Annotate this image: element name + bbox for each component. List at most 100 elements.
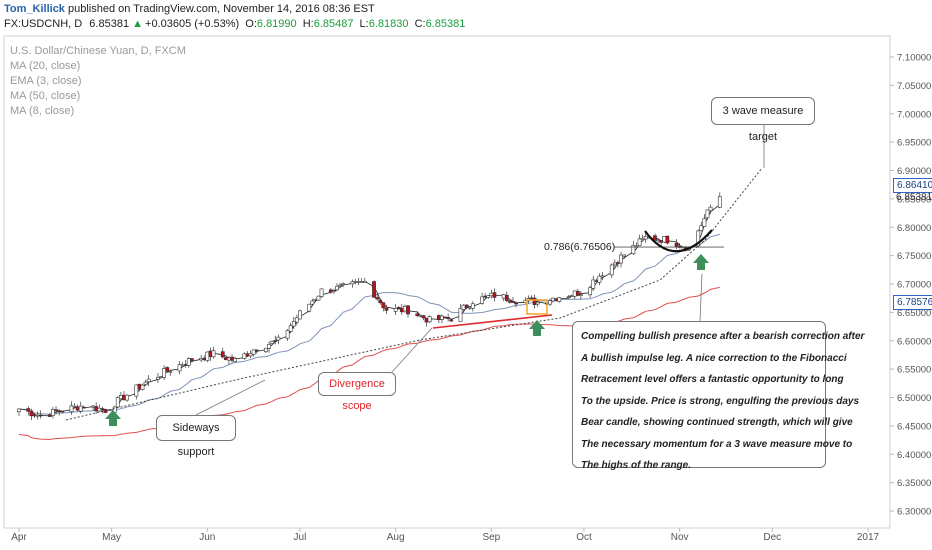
candle-body — [335, 285, 339, 291]
candle-body — [341, 283, 346, 285]
highlight-box — [526, 299, 548, 315]
candle-body — [396, 307, 401, 309]
candle-body — [137, 383, 142, 390]
candle-body — [643, 236, 648, 240]
legend-ema3[interactable]: EMA (3, close) — [10, 75, 82, 87]
candle-body — [464, 304, 469, 309]
legend-ma50[interactable]: MA (50, close) — [10, 90, 81, 102]
price-tick-label: 6.45000 — [897, 421, 931, 432]
candle-body — [125, 394, 129, 401]
up-arrow-icon — [105, 410, 121, 426]
candle-body — [242, 353, 247, 359]
rounding-bottom-arc — [644, 229, 713, 253]
candle-body — [205, 351, 210, 361]
candle-body — [483, 295, 488, 298]
quote-line: FX:USDCNH, D 6.85381 ▲ +0.03605 (+0.53%) … — [4, 18, 468, 30]
author-link[interactable]: Tom_Killick — [4, 3, 65, 15]
candle-body — [372, 281, 376, 298]
candle-body — [183, 364, 188, 366]
candle-body — [418, 314, 423, 317]
change-value: +0.03605 (+0.53%) — [145, 18, 240, 30]
price-tick-label: 6.55000 — [897, 365, 931, 376]
candle-body — [662, 236, 667, 243]
candle-body — [699, 225, 704, 231]
candle-body — [54, 409, 58, 412]
candle-body — [134, 384, 139, 397]
candle-body — [38, 414, 43, 417]
candle-body — [51, 409, 55, 416]
time-tick-label: Jun — [199, 532, 215, 543]
candle-body — [211, 350, 216, 358]
candle-body — [78, 405, 83, 412]
candle-body — [29, 410, 34, 417]
analysis-line: Compelling bullish presence after a bear… — [581, 331, 865, 342]
candle-body — [511, 301, 515, 303]
candle-body — [177, 364, 182, 372]
time-tick-label: Aug — [387, 532, 405, 543]
sideways-pointer — [195, 379, 266, 416]
time-axis: Apr May Jun Jul Aug Sep Oct Nov Dec 2017 — [11, 528, 880, 543]
price-tick-label: 6.40000 — [897, 450, 931, 461]
analysis-line: Retracement level offers a fantastic opp… — [581, 374, 844, 385]
candle-body — [532, 297, 537, 305]
candle-body — [208, 350, 213, 357]
last-price-tag: 6.85381 — [896, 192, 932, 203]
symbol-label: FX:USDCNH, D — [4, 18, 83, 30]
analysis-line: The highs of the range. — [581, 460, 692, 471]
candle-body — [640, 237, 645, 240]
legend-ma8[interactable]: MA (8, close) — [10, 105, 75, 117]
candle-body — [245, 353, 250, 357]
chart-header: Tom_Killick published on TradingView.com… — [0, 0, 932, 34]
ma-price-tag: 6.78576 — [893, 295, 932, 310]
ma20-line — [18, 233, 720, 415]
candle-body — [609, 264, 614, 276]
candle-body — [403, 306, 407, 312]
candle-body — [578, 294, 583, 296]
candle-body — [186, 358, 191, 366]
candle-body — [202, 357, 207, 360]
candle-body — [97, 407, 102, 412]
candle-body — [501, 294, 506, 299]
legend-ma20[interactable]: MA (20, close) — [10, 60, 81, 72]
up-arrow-icon: ▲ — [132, 18, 144, 30]
price-tick-label: 6.65000 — [897, 308, 931, 319]
candle-body — [313, 298, 318, 301]
candle-body — [529, 297, 534, 300]
up-arrow-icon — [693, 254, 709, 270]
candle-body — [461, 304, 466, 310]
candle-body — [504, 294, 509, 301]
candle-body — [69, 405, 74, 413]
candle-body — [26, 408, 31, 412]
candle-body — [350, 281, 355, 285]
price-tick-label: 6.35000 — [897, 478, 931, 489]
candle-body — [307, 303, 312, 312]
sideways-callout: Sideways support — [156, 415, 236, 458]
candle-body — [310, 300, 315, 305]
candle-body — [708, 206, 713, 212]
candle-body — [449, 319, 454, 322]
price-tick-label: 7.00000 — [897, 109, 931, 120]
low-value: 6.81830 — [368, 18, 409, 30]
candle-body — [514, 302, 518, 305]
candle-body — [338, 284, 342, 287]
candle-body — [637, 238, 642, 246]
price-tick-label: 6.50000 — [897, 393, 931, 404]
candle-body — [659, 240, 664, 243]
candle-body — [72, 405, 77, 408]
candle-body — [424, 318, 429, 323]
candle-body — [227, 357, 231, 361]
last-price: 6.85381 — [89, 18, 130, 30]
candle-body — [115, 397, 120, 408]
candle-body — [220, 351, 225, 358]
candle-body — [291, 321, 296, 327]
target-callout: 3 wave measure target — [711, 97, 815, 143]
candle-body — [674, 242, 679, 247]
price-axis: 7.10000 7.05000 7.00000 6.95000 6.90000 6.850… — [890, 53, 931, 518]
time-tick-label: May — [102, 532, 121, 543]
candle-body — [443, 316, 447, 319]
candle-body — [421, 315, 426, 319]
candle-body — [440, 315, 444, 320]
candle-body — [492, 292, 497, 298]
candle-body — [588, 287, 593, 296]
price-tick-label: 6.80000 — [897, 223, 931, 234]
